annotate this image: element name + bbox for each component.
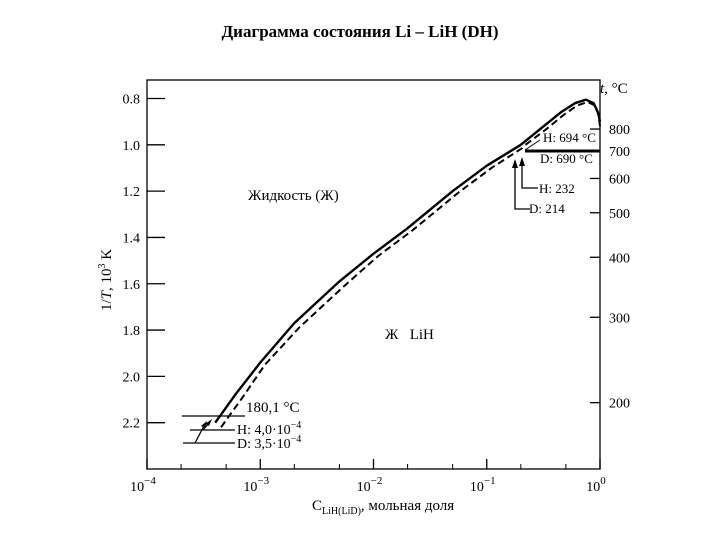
- right-tick-label: 500: [609, 207, 630, 222]
- x-tick-base: 10: [470, 480, 484, 495]
- d-214-label: D: 214: [529, 201, 565, 216]
- x-axis-ticks: 10−4 10−3 10−2 10−1 100: [130, 459, 606, 495]
- d-triple-label: D: 690 °C: [540, 151, 593, 166]
- liquid-region-label: Жидкость (Ж): [248, 188, 339, 204]
- leader-d-214: [514, 165, 530, 210]
- right-axis-label-t: t: [600, 81, 605, 97]
- x-axis-label-rest: , мольная доля: [361, 498, 454, 514]
- y-axis-label-p1: 1/: [99, 299, 115, 312]
- x-tick-label: 10−1: [470, 475, 496, 495]
- x-tick-label: 10−2: [357, 475, 383, 495]
- eutectic-arrowhead-h: [205, 419, 212, 426]
- x-tick-exp: −1: [484, 475, 496, 487]
- y-axis-label: 1/T, 103 K: [97, 249, 115, 311]
- x-axis-label-sub: LiH(LiD): [322, 506, 361, 517]
- h-eutectic-exp: −4: [291, 420, 302, 431]
- series-line: [220, 145, 527, 428]
- x-tick-label: 10−3: [243, 475, 269, 495]
- x-tick-base: 10: [586, 480, 600, 495]
- arrowhead-214: [512, 159, 518, 168]
- right-axis-ticks: 800 700 600 500 400 300 200: [590, 123, 630, 412]
- h-eutectic-label: H: 4,0·10−4: [237, 420, 301, 438]
- x-tick-base: 10: [243, 480, 257, 495]
- x-tick-exp: 0: [600, 475, 606, 487]
- right-axis-label-rest: , °C: [604, 81, 628, 97]
- y-axis-label-p2: T: [99, 289, 115, 299]
- series-group: [214, 98, 602, 428]
- right-tick-label: 300: [609, 311, 630, 326]
- x-tick-exp: −2: [371, 475, 383, 487]
- right-tick-label: 400: [609, 251, 630, 266]
- d-eutectic-label: D: 3,5·10−4: [237, 434, 301, 452]
- arrowhead-232: [519, 157, 525, 166]
- right-tick-label: 600: [609, 172, 630, 187]
- y-tick-label: 1.0: [123, 139, 141, 154]
- series-line: [524, 101, 601, 146]
- y-axis-ticks: 0.8 1.0 1.2 1.4 1.6 1.8 2.0 2.2: [123, 93, 165, 432]
- right-axis-label: t, °C: [600, 81, 628, 97]
- series-line: [214, 143, 522, 424]
- y-tick-label: 0.8: [123, 93, 141, 108]
- d-eutectic-base: D: 3,5·10: [237, 437, 291, 452]
- x-axis-label-main: C: [312, 498, 322, 514]
- eutectic-temp-label: 180,1 °C: [246, 400, 300, 416]
- plot-frame: [146, 79, 601, 470]
- x-tick-label: 10−4: [130, 475, 156, 495]
- x-tick-exp: −4: [144, 475, 156, 487]
- x-axis-label: CLiH(LiD), мольная доля: [312, 498, 454, 517]
- h-eutectic-base: H: 4,0·10: [237, 423, 291, 438]
- y-tick-label: 1.6: [123, 278, 141, 293]
- y-tick-label: 1.2: [123, 185, 141, 200]
- y-tick-label: 1.8: [123, 324, 141, 339]
- y-axis-label-sup: 3: [97, 264, 108, 269]
- page-title: Диаграмма состояния Li – LiH (DH): [221, 22, 499, 41]
- h-232-label: H: 232: [539, 181, 575, 196]
- x-tick-exp: −3: [257, 475, 269, 487]
- right-tick-label: 200: [609, 397, 630, 412]
- two-phase-region-label: Ж LiH: [385, 327, 434, 343]
- leader-h-232: [521, 163, 538, 189]
- d-eutectic-exp: −4: [291, 434, 302, 445]
- y-axis-label-p4: K: [99, 249, 115, 264]
- y-tick-label: 2.0: [123, 370, 141, 385]
- y-tick-label: 1.4: [123, 231, 141, 246]
- y-axis-label-p3: , 10: [99, 269, 115, 292]
- right-tick-label: 700: [609, 145, 630, 160]
- x-tick-label: 100: [586, 475, 606, 495]
- right-tick-label: 800: [609, 123, 630, 138]
- x-tick-base: 10: [357, 480, 371, 495]
- y-tick-label: 2.2: [123, 417, 141, 432]
- eutectic-arrowhead-d: [201, 421, 207, 428]
- h-triple-label: H: 694 °C: [543, 130, 596, 145]
- leader-h-triple: [524, 139, 541, 151]
- x-tick-base: 10: [130, 480, 144, 495]
